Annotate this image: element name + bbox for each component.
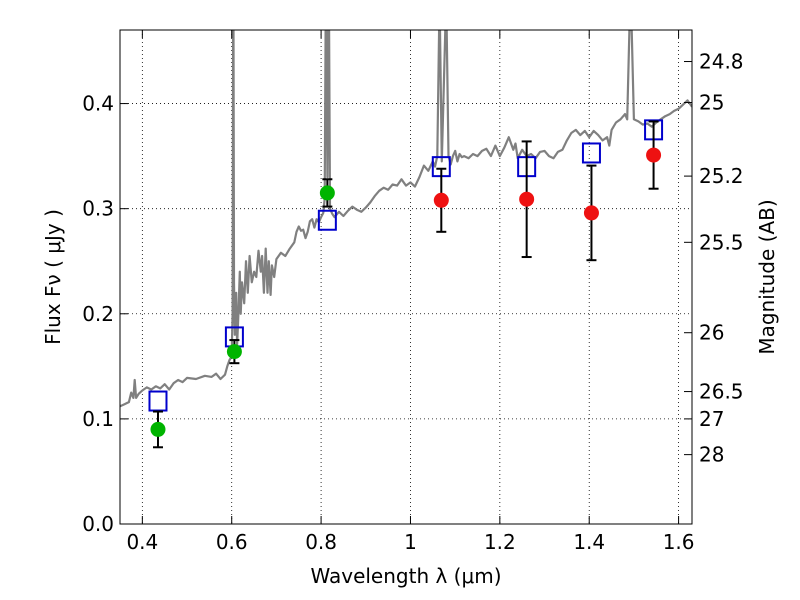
y-tick-label: 0.0	[82, 512, 114, 536]
red-point	[583, 205, 599, 221]
x-tick-label: 0.8	[305, 530, 337, 554]
green-point	[150, 421, 166, 437]
x-tick-label: 0.4	[126, 530, 158, 554]
x-tick-label: 0.6	[216, 530, 248, 554]
x-tick-label: 1	[404, 530, 417, 554]
mag-tick-label: 25.5	[699, 230, 744, 254]
mag-tick-label: 25	[699, 91, 724, 115]
y-tick-label: 0.1	[82, 407, 114, 431]
model-square	[581, 142, 601, 164]
x-tick-label: 1.2	[484, 530, 516, 554]
ticks: 0.4 0.6 0.8 1 1.2 1.4 1.6 0.0 0.1 0.2 0.3 0.4 28 27 26…	[82, 30, 744, 554]
x-axis-title: Wavelength λ (μm)	[310, 564, 501, 588]
x-tick-label: 1.4	[573, 530, 605, 554]
grid	[120, 30, 692, 525]
mag-tick-label: 27	[699, 407, 724, 431]
y-tick-label: 0.2	[82, 302, 114, 326]
spectrum-line	[120, 30, 692, 408]
mag-tick-label: 26.5	[699, 380, 744, 404]
red-point	[433, 192, 449, 208]
observed-points	[150, 120, 662, 449]
mag-tick-label: 26	[699, 321, 724, 345]
right-axis-title: Magnitude (AB)	[755, 199, 779, 354]
y-tick-label: 0.3	[82, 197, 114, 221]
mag-tick-label: 24.8	[699, 50, 744, 74]
model-square	[148, 390, 168, 412]
green-point	[226, 344, 242, 360]
plot-frame	[119, 29, 693, 525]
mag-tick-label: 28	[699, 443, 724, 467]
model-square	[317, 209, 337, 231]
y-tick-label: 0.4	[82, 92, 114, 116]
red-point	[646, 147, 662, 163]
model-points	[148, 119, 664, 412]
mag-tick-label: 25.2	[699, 164, 744, 188]
red-point	[519, 191, 535, 207]
x-tick-label: 1.6	[663, 530, 695, 554]
spectrum	[120, 30, 692, 408]
green-point	[319, 185, 335, 201]
y-axis-title: Flux Fν ( μJy )	[41, 209, 65, 345]
